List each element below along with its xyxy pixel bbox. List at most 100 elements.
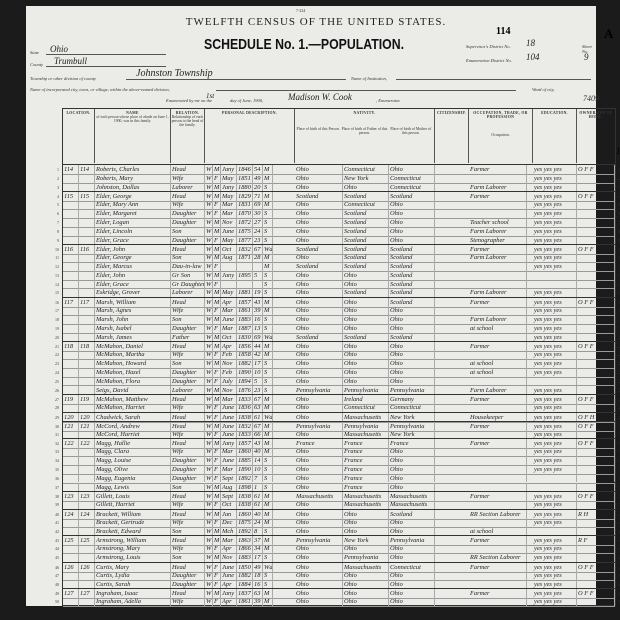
table-row: 3333Magg, ClaraWifeWFMar186040MOhioFranc… xyxy=(55,447,620,458)
cell-ms: S xyxy=(263,482,273,492)
cell-sex: F xyxy=(213,473,221,483)
cell-edu: yes yes yes xyxy=(533,173,577,183)
cell-name: Elder, George xyxy=(95,192,171,202)
cell-mo: May xyxy=(221,235,237,245)
cell-age: 34 xyxy=(253,544,263,554)
cell-bp: Ohio xyxy=(295,235,343,245)
cell-sex: F xyxy=(213,350,221,360)
cell-own: R F xyxy=(577,536,615,546)
cell-race: W xyxy=(206,245,213,255)
cell-mbp: Ohio xyxy=(389,482,435,492)
cell-fbp: Ohio xyxy=(343,589,389,599)
header-education: EDUCATION. xyxy=(533,109,577,163)
cell-dw xyxy=(63,350,79,360)
cell-edu: yes yes yes xyxy=(533,314,577,324)
cell-fam xyxy=(79,182,95,192)
cell-name: McMahon, Harriet xyxy=(95,403,171,412)
cell-edu: yes yes yes xyxy=(533,570,577,580)
cell-dw xyxy=(63,235,79,245)
line-number: 28 xyxy=(55,405,59,411)
cell-ms: M xyxy=(263,298,273,308)
cell-dw xyxy=(63,579,79,589)
cell-dw xyxy=(63,314,79,324)
cell-race: W xyxy=(206,500,213,509)
cell-fam xyxy=(79,403,95,412)
cell-bp: Ohio xyxy=(295,456,343,465)
cell-mbp: Ohio xyxy=(389,447,435,457)
line-number: 16 xyxy=(55,300,59,306)
cell-occ xyxy=(469,200,527,210)
cell-name: Elder, Grace xyxy=(95,279,171,289)
cell-own: O F F xyxy=(577,421,615,431)
table-row: 3535Magg, OliveDaughterWFMar189010SOhioF… xyxy=(55,464,620,475)
cell-fbp: Massachusetts xyxy=(343,562,389,572)
cell-mbp: France xyxy=(389,439,435,449)
cell-mo: Aug xyxy=(221,482,237,492)
cell-yr: 1838 xyxy=(237,412,253,422)
cell-own: O F F xyxy=(577,342,615,352)
cell-sex: F xyxy=(213,209,221,218)
cell-yr: 1892 xyxy=(237,473,253,483)
cell-own xyxy=(577,482,615,492)
cell-sex: M xyxy=(214,492,221,502)
cell-mo: Apr xyxy=(221,544,237,554)
cell-fam: 120 xyxy=(79,412,95,422)
cell-mo: Apr xyxy=(221,342,237,352)
cell-fam xyxy=(79,464,95,474)
cell-edu: yes yes yes xyxy=(533,235,577,245)
cell-age: 19 xyxy=(253,288,263,298)
line-number: 43 xyxy=(55,538,59,544)
line-number: 15 xyxy=(55,290,59,296)
cell-bp: Pennsylvania xyxy=(295,536,343,546)
cell-race: W xyxy=(206,376,213,386)
cell-occ: Teacher school xyxy=(469,217,527,227)
cell-name: Magg, Clara xyxy=(95,447,171,457)
cell-fam: 122 xyxy=(79,439,95,449)
cell-yr: 1860 xyxy=(237,447,253,457)
cell-ms: M xyxy=(263,306,273,315)
cell-occ xyxy=(469,570,527,580)
cell-edu: yes yes yes xyxy=(533,403,577,412)
cell-fbp: Scotland xyxy=(343,192,389,202)
cell-yr: 1898 xyxy=(237,482,253,492)
cell-mo xyxy=(221,262,237,271)
cell-name: Brackett, William xyxy=(95,509,171,519)
cell-name: Magg, Olive xyxy=(95,464,171,474)
cell-occ: Farm Laborer xyxy=(469,253,527,262)
cell-bp: France xyxy=(295,439,343,449)
cell-fbp: France xyxy=(343,439,389,449)
cell-dw xyxy=(63,482,79,492)
cell-occ xyxy=(469,579,527,589)
line-number: 36 xyxy=(55,475,59,481)
cell-fbp: Massachusetts xyxy=(343,492,389,502)
cell-own xyxy=(577,332,615,342)
cell-race: W xyxy=(206,509,213,519)
cell-mo: Oct xyxy=(221,332,237,342)
cell-race: W xyxy=(206,553,213,562)
cell-age: 67 xyxy=(253,421,263,431)
cell-own: O F F xyxy=(577,492,615,502)
cell-race: W xyxy=(206,323,213,333)
cell-race: W xyxy=(206,536,213,546)
cell-mbp: Ohio xyxy=(389,350,435,360)
cell-mbp: Scotland xyxy=(389,245,435,255)
cell-ms: Wd xyxy=(264,332,273,342)
table-row: 1717Marsh, AgnesWifeWFMar186139MOhioOhio… xyxy=(55,306,620,316)
cell-ms: M xyxy=(263,597,273,606)
cell-yr: 1895 xyxy=(237,270,253,280)
line-number: 38 xyxy=(55,494,59,500)
cell-fam xyxy=(79,323,95,333)
cell-fbp: Ohio xyxy=(343,350,389,360)
cell-dw: 125 xyxy=(63,536,79,546)
cell-ms: S xyxy=(263,209,273,218)
cell-own: R H xyxy=(577,509,615,519)
cell-name: Elder, Mary Ann xyxy=(95,200,171,210)
cell-fam: 124 xyxy=(79,509,95,519)
line-number: 9 xyxy=(57,237,59,243)
cell-own xyxy=(577,314,615,324)
cell-yr: 1875 xyxy=(237,517,253,527)
cell-age: 71 xyxy=(253,192,263,202)
cell-own xyxy=(577,376,615,386)
cell-rel: Wife xyxy=(171,597,205,606)
cell-dw xyxy=(63,544,79,554)
